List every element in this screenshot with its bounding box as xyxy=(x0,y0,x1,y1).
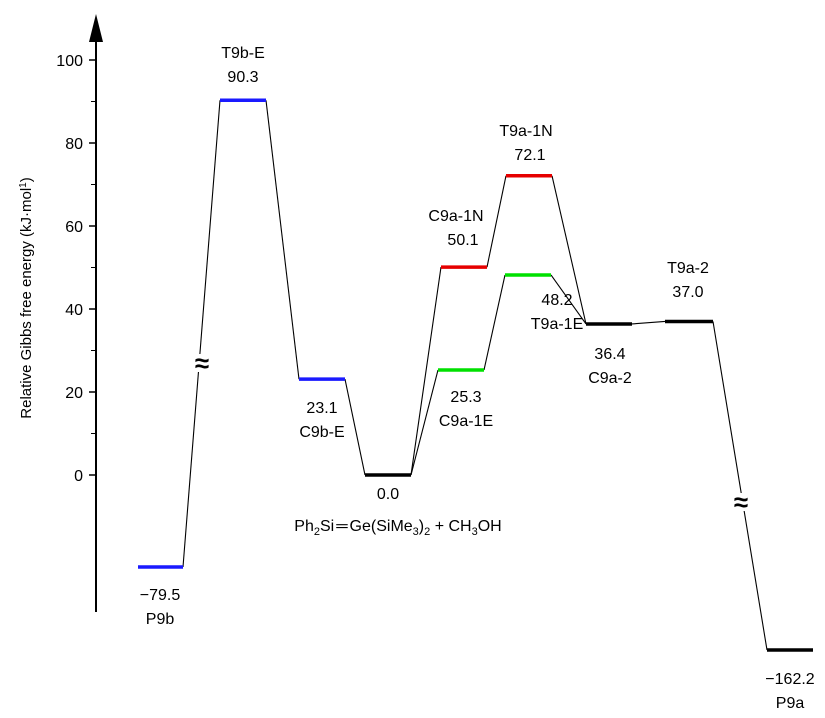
connector-T9a2-P9a xyxy=(712,321,768,651)
connector-T9bE-C9bE xyxy=(265,100,300,380)
state-name-P9b: P9b xyxy=(146,611,175,628)
state-name-T9bE: T9b-E xyxy=(221,45,265,62)
y-axis-arrowhead xyxy=(89,14,103,42)
value-label-P9a: −162.2 xyxy=(765,671,814,688)
value-label-C9bE: 23.1 xyxy=(306,400,337,417)
y-tick-label: 20 xyxy=(65,385,83,402)
value-label-T9a1E: 48.2 xyxy=(541,292,572,309)
connector-P9b-T9bE xyxy=(182,100,221,568)
connector-T9a1E-C9a2 xyxy=(550,274,587,325)
value-label-P9b: −79.5 xyxy=(140,587,181,604)
value-label-R: 0.0 xyxy=(377,486,399,503)
y-axis-label-main: Relative Gibbs free energy (kJ·mol xyxy=(18,188,35,419)
state-name-T9a2: T9a-2 xyxy=(667,260,709,277)
value-label-C9a1N: 50.1 xyxy=(447,232,478,249)
y-axis-label-sup: 1 xyxy=(18,182,29,188)
connector-R-C9a1E xyxy=(410,369,439,476)
value-label-C9a1E: 25.3 xyxy=(450,389,481,406)
state-name-C9bE: C9b-E xyxy=(299,424,344,441)
connector-R-C9a1N xyxy=(410,267,442,476)
break-mark-right-gap xyxy=(733,493,749,511)
y-tick-label: 0 xyxy=(74,468,83,485)
double-bond-symbol: ═ xyxy=(335,518,348,535)
state-name-T9a1E: T9a-1E xyxy=(531,316,583,333)
value-label-C9a2: 36.4 xyxy=(594,346,625,363)
y-tick-label: 60 xyxy=(65,219,83,236)
value-label-T9a1N: 72.1 xyxy=(514,147,545,164)
y-tick-label: 100 xyxy=(56,53,83,70)
state-name-C9a1E: C9a-1E xyxy=(439,413,493,430)
state-name-C9a2: C9a-2 xyxy=(588,370,632,387)
reactants-formula: Ph2Si ═ Ge(SiMe3)2 + CH3OH xyxy=(294,518,501,538)
y-tick-label: 80 xyxy=(65,136,83,153)
break-mark-right: ≈ xyxy=(734,487,748,517)
value-label-T9bE: 90.3 xyxy=(227,69,258,86)
connector-C9a2-T9a2 xyxy=(631,320,666,325)
connector-C9bE-R xyxy=(344,379,366,476)
state-name-C9a1N: C9a-1N xyxy=(428,208,483,225)
value-label-T9a2: 37.0 xyxy=(672,284,703,301)
connector-C9a1E-T9a1E xyxy=(483,274,506,371)
break-mark-left-gap xyxy=(194,354,210,372)
connector-C9a1N-T9a1N xyxy=(486,175,507,268)
connector-T9a1N-C9a2 xyxy=(551,175,587,325)
state-name-P9a: P9a xyxy=(776,695,805,712)
break-mark-left: ≈ xyxy=(195,348,209,378)
y-tick-label: 40 xyxy=(65,302,83,319)
state-name-T9a1N: T9a-1N xyxy=(499,123,552,140)
y-axis-label: Relative Gibbs free energy (kJ·mol1) xyxy=(18,177,36,418)
y-axis-label-tail: ) xyxy=(18,177,35,182)
